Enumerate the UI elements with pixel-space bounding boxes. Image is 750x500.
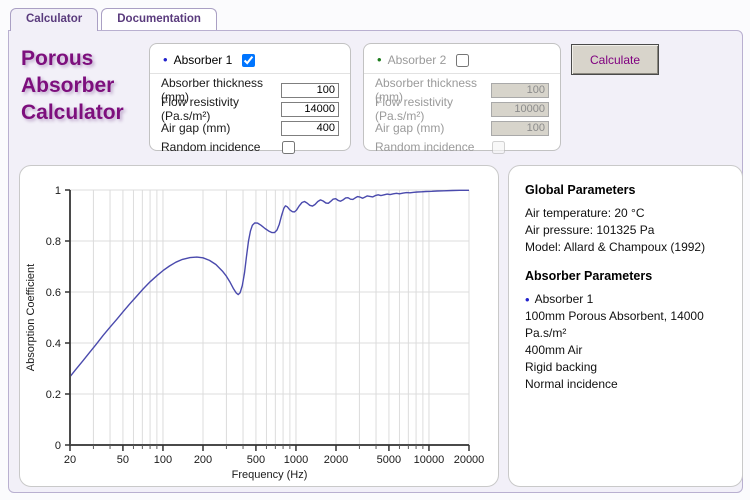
tab-documentation[interactable]: Documentation (101, 8, 217, 30)
app-title-line2: Absorber (21, 74, 115, 97)
absorber1-summary-air: 400mm Air (525, 343, 583, 357)
absorber2-random-row: Random incidence (375, 138, 549, 156)
absorber1-resistivity-label: Flow resistivity (Pa.s/m²) (161, 95, 240, 123)
svg-text:1000: 1000 (284, 454, 308, 466)
absorber1-airgap-label: Air gap (mm) (161, 121, 231, 135)
absorber2-divider (364, 73, 560, 74)
svg-text:Absorption Coefficient: Absorption Coefficient (25, 264, 37, 371)
absorber2-random-label: Random incidence (375, 140, 475, 154)
absorber1-airgap-row: Air gap (mm) (161, 119, 339, 137)
absorber1-enable-checkbox[interactable] (242, 53, 256, 67)
absorber1-summary-material: 100mm Porous Absorbent, 14000 Pa.s/m² (525, 309, 704, 340)
air-temperature-line: Air temperature: 20 °C (525, 206, 645, 220)
absorber2-title: Absorber 2 (387, 53, 447, 67)
svg-text:0.4: 0.4 (46, 338, 61, 350)
tab-bar: Calculator Documentation (10, 8, 217, 31)
model-line: Model: Allard & Champoux (1992) (525, 240, 706, 254)
absorber2-enable-checkbox[interactable] (456, 53, 470, 67)
tab-documentation-label: Documentation (117, 13, 201, 25)
absorber2-thickness-label: Absorber thickness (mm) (375, 76, 478, 104)
tab-calculator[interactable]: Calculator (10, 8, 99, 31)
absorber1-summary-backing: Rigid backing (525, 360, 598, 374)
absorber-parameters-heading: Absorber Parameters (525, 269, 653, 283)
main-container: Porous Absorber Calculator • Absorber 1 … (8, 30, 743, 493)
absorber1-random-label: Random incidence (161, 140, 261, 154)
absorber1-divider (150, 73, 350, 74)
air-pressure-line: Air pressure: 101325 Pa (525, 223, 655, 237)
chart-panel: 20 50 100 200 500 1000 2000 5000 10000 20000 0 0.2 0… (19, 165, 499, 487)
absorber1-resistivity-row: Flow resistivity (Pa.s/m²) (161, 95, 339, 123)
svg-text:0.8: 0.8 (46, 236, 61, 248)
absorber1-summary-bullet-icon: • (525, 291, 530, 307)
app-title-line3: Calculator (21, 101, 124, 124)
absorber2-resistivity-row: Flow resistivity (Pa.s/m²) (375, 95, 549, 123)
svg-text:200: 200 (194, 454, 212, 466)
absorber2-airgap-label: Air gap (mm) (375, 121, 445, 135)
app-title-line1: Porous (21, 47, 94, 70)
calculate-button[interactable]: Calculate (571, 44, 659, 75)
svg-text:0.6: 0.6 (46, 287, 61, 299)
absorber1-thickness-label: Absorber thickness (mm) (161, 76, 264, 104)
absorber2-header: • Absorber 2 (375, 51, 549, 73)
absorber2-bullet-icon: • (377, 52, 382, 67)
absorber1-summary-title: • Absorber 1 (525, 291, 594, 307)
tab-calculator-label: Calculator (26, 13, 83, 25)
svg-text:0.2: 0.2 (46, 389, 61, 401)
absorber2-thickness-row: Absorber thickness (mm) (375, 76, 549, 104)
parameters-panel: Global Parameters Air temperature: 20 °C… (508, 165, 743, 487)
absorber1-title: Absorber 1 (173, 53, 233, 67)
absorber1-bullet-icon: • (163, 52, 168, 67)
absorber1-panel: • Absorber 1 Absorber thickness (mm) Flo… (149, 43, 351, 154)
absorber1-resistivity-input[interactable] (281, 101, 339, 117)
absorber1-random-row: Random incidence (161, 138, 339, 156)
absorber1-random-checkbox[interactable] (282, 140, 295, 154)
svg-text:50: 50 (117, 454, 129, 466)
svg-text:20000: 20000 (454, 454, 485, 466)
svg-text:Frequency (Hz): Frequency (Hz) (232, 469, 308, 481)
svg-text:0: 0 (55, 440, 61, 452)
absorber1-header: • Absorber 1 (161, 51, 339, 73)
absorber2-resistivity-input (491, 101, 549, 117)
svg-text:2000: 2000 (324, 454, 348, 466)
svg-text:5000: 5000 (377, 454, 401, 466)
absorber2-resistivity-label: Flow resistivity (Pa.s/m²) (375, 95, 454, 123)
absorber1-thickness-row: Absorber thickness (mm) (161, 76, 339, 104)
absorption-chart: 20 50 100 200 500 1000 2000 5000 10000 20000 0 0.2 0… (25, 185, 485, 481)
absorber1-thickness-input[interactable] (281, 82, 339, 98)
svg-text:500: 500 (247, 454, 265, 466)
absorber2-airgap-input (491, 120, 549, 136)
absorber2-panel: • Absorber 2 Absorber thickness (mm) Flo… (363, 43, 561, 154)
absorber2-airgap-row: Air gap (mm) (375, 119, 549, 137)
svg-text:1: 1 (55, 185, 61, 197)
svg-text:10000: 10000 (414, 454, 445, 466)
global-parameters-heading: Global Parameters (525, 183, 636, 197)
svg-text:100: 100 (154, 454, 172, 466)
app-title: Porous Absorber Calculator (21, 45, 124, 126)
absorber2-thickness-input (491, 82, 549, 98)
absorber2-random-checkbox (492, 140, 505, 154)
absorber1-summary-incidence: Normal incidence (525, 377, 618, 391)
absorber1-airgap-input[interactable] (281, 120, 339, 136)
svg-text:20: 20 (64, 454, 76, 466)
